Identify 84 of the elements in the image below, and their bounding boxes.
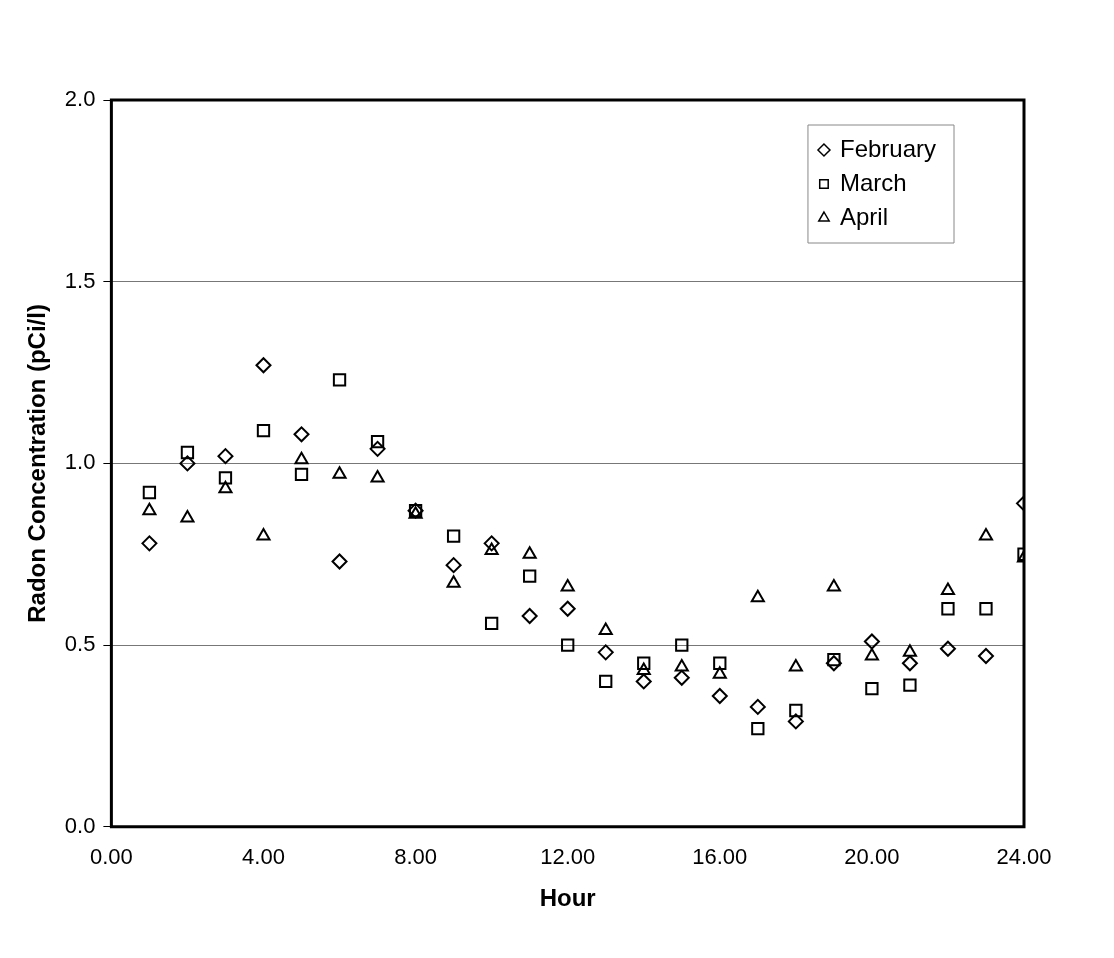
point <box>711 687 728 704</box>
point <box>712 666 727 679</box>
point <box>978 528 994 541</box>
point <box>483 535 500 552</box>
point <box>825 655 842 672</box>
point <box>484 616 499 630</box>
point <box>636 662 651 676</box>
point <box>863 633 880 650</box>
point <box>979 602 993 616</box>
point <box>142 485 157 500</box>
point <box>142 502 157 516</box>
legend-label: April <box>839 202 888 230</box>
point <box>713 656 727 670</box>
point <box>294 467 309 481</box>
point <box>179 455 196 472</box>
point <box>902 644 917 657</box>
point <box>331 553 348 570</box>
point <box>901 655 918 672</box>
point <box>218 480 233 494</box>
point <box>408 506 423 519</box>
point <box>750 589 765 603</box>
point <box>827 652 841 667</box>
y-tick-label: 2.0 <box>64 86 96 112</box>
legend-label: February <box>839 134 937 162</box>
point <box>180 445 195 460</box>
point <box>218 471 233 485</box>
point <box>788 658 803 672</box>
point <box>789 703 803 718</box>
point <box>256 424 271 438</box>
point <box>484 542 499 556</box>
legend-label: March <box>839 168 907 196</box>
point <box>674 658 689 672</box>
point <box>637 656 651 670</box>
x-tick-label: 8.00 <box>394 844 437 870</box>
point <box>370 469 385 483</box>
x-tick-label: 12.00 <box>540 844 596 870</box>
point <box>256 528 271 541</box>
x-tick-label: 20.00 <box>844 844 900 870</box>
point <box>180 509 195 523</box>
point <box>521 608 538 625</box>
point <box>445 557 462 574</box>
point <box>370 434 385 449</box>
point <box>903 678 917 692</box>
point <box>332 466 347 479</box>
point <box>597 644 614 661</box>
point <box>255 357 272 374</box>
point <box>751 722 765 736</box>
point <box>369 440 386 457</box>
x-tick-label: 16.00 <box>692 844 748 870</box>
point <box>940 582 956 596</box>
point <box>559 600 576 617</box>
point <box>561 638 575 652</box>
point <box>673 669 690 686</box>
point <box>598 622 613 636</box>
point <box>675 638 689 652</box>
x-tick-label: 24.00 <box>996 844 1052 870</box>
y-tick-label: 0.0 <box>64 812 96 838</box>
point <box>523 569 537 583</box>
point <box>293 426 310 443</box>
point <box>787 713 804 730</box>
point <box>826 578 841 592</box>
point <box>446 575 461 588</box>
point <box>332 373 347 387</box>
point <box>141 535 158 552</box>
x-tick-label: 0.00 <box>89 844 133 870</box>
point <box>599 674 613 689</box>
x-axis-title: Hour <box>539 884 596 912</box>
y-axis-title: Radon Concentration (pCi/l) <box>23 304 51 623</box>
y-tick-label: 0.5 <box>64 631 96 657</box>
point <box>560 578 575 592</box>
point <box>939 640 956 657</box>
point <box>865 682 879 696</box>
point <box>977 648 994 664</box>
x-tick-label: 4.00 <box>242 844 285 870</box>
point <box>941 602 955 616</box>
y-tick-label: 1.5 <box>64 267 96 293</box>
point <box>217 448 234 465</box>
point <box>635 673 652 690</box>
point <box>294 451 309 465</box>
point <box>522 546 537 559</box>
y-tick-label: 1.0 <box>64 449 96 475</box>
point <box>446 529 461 543</box>
point <box>864 648 879 661</box>
point <box>749 698 766 715</box>
